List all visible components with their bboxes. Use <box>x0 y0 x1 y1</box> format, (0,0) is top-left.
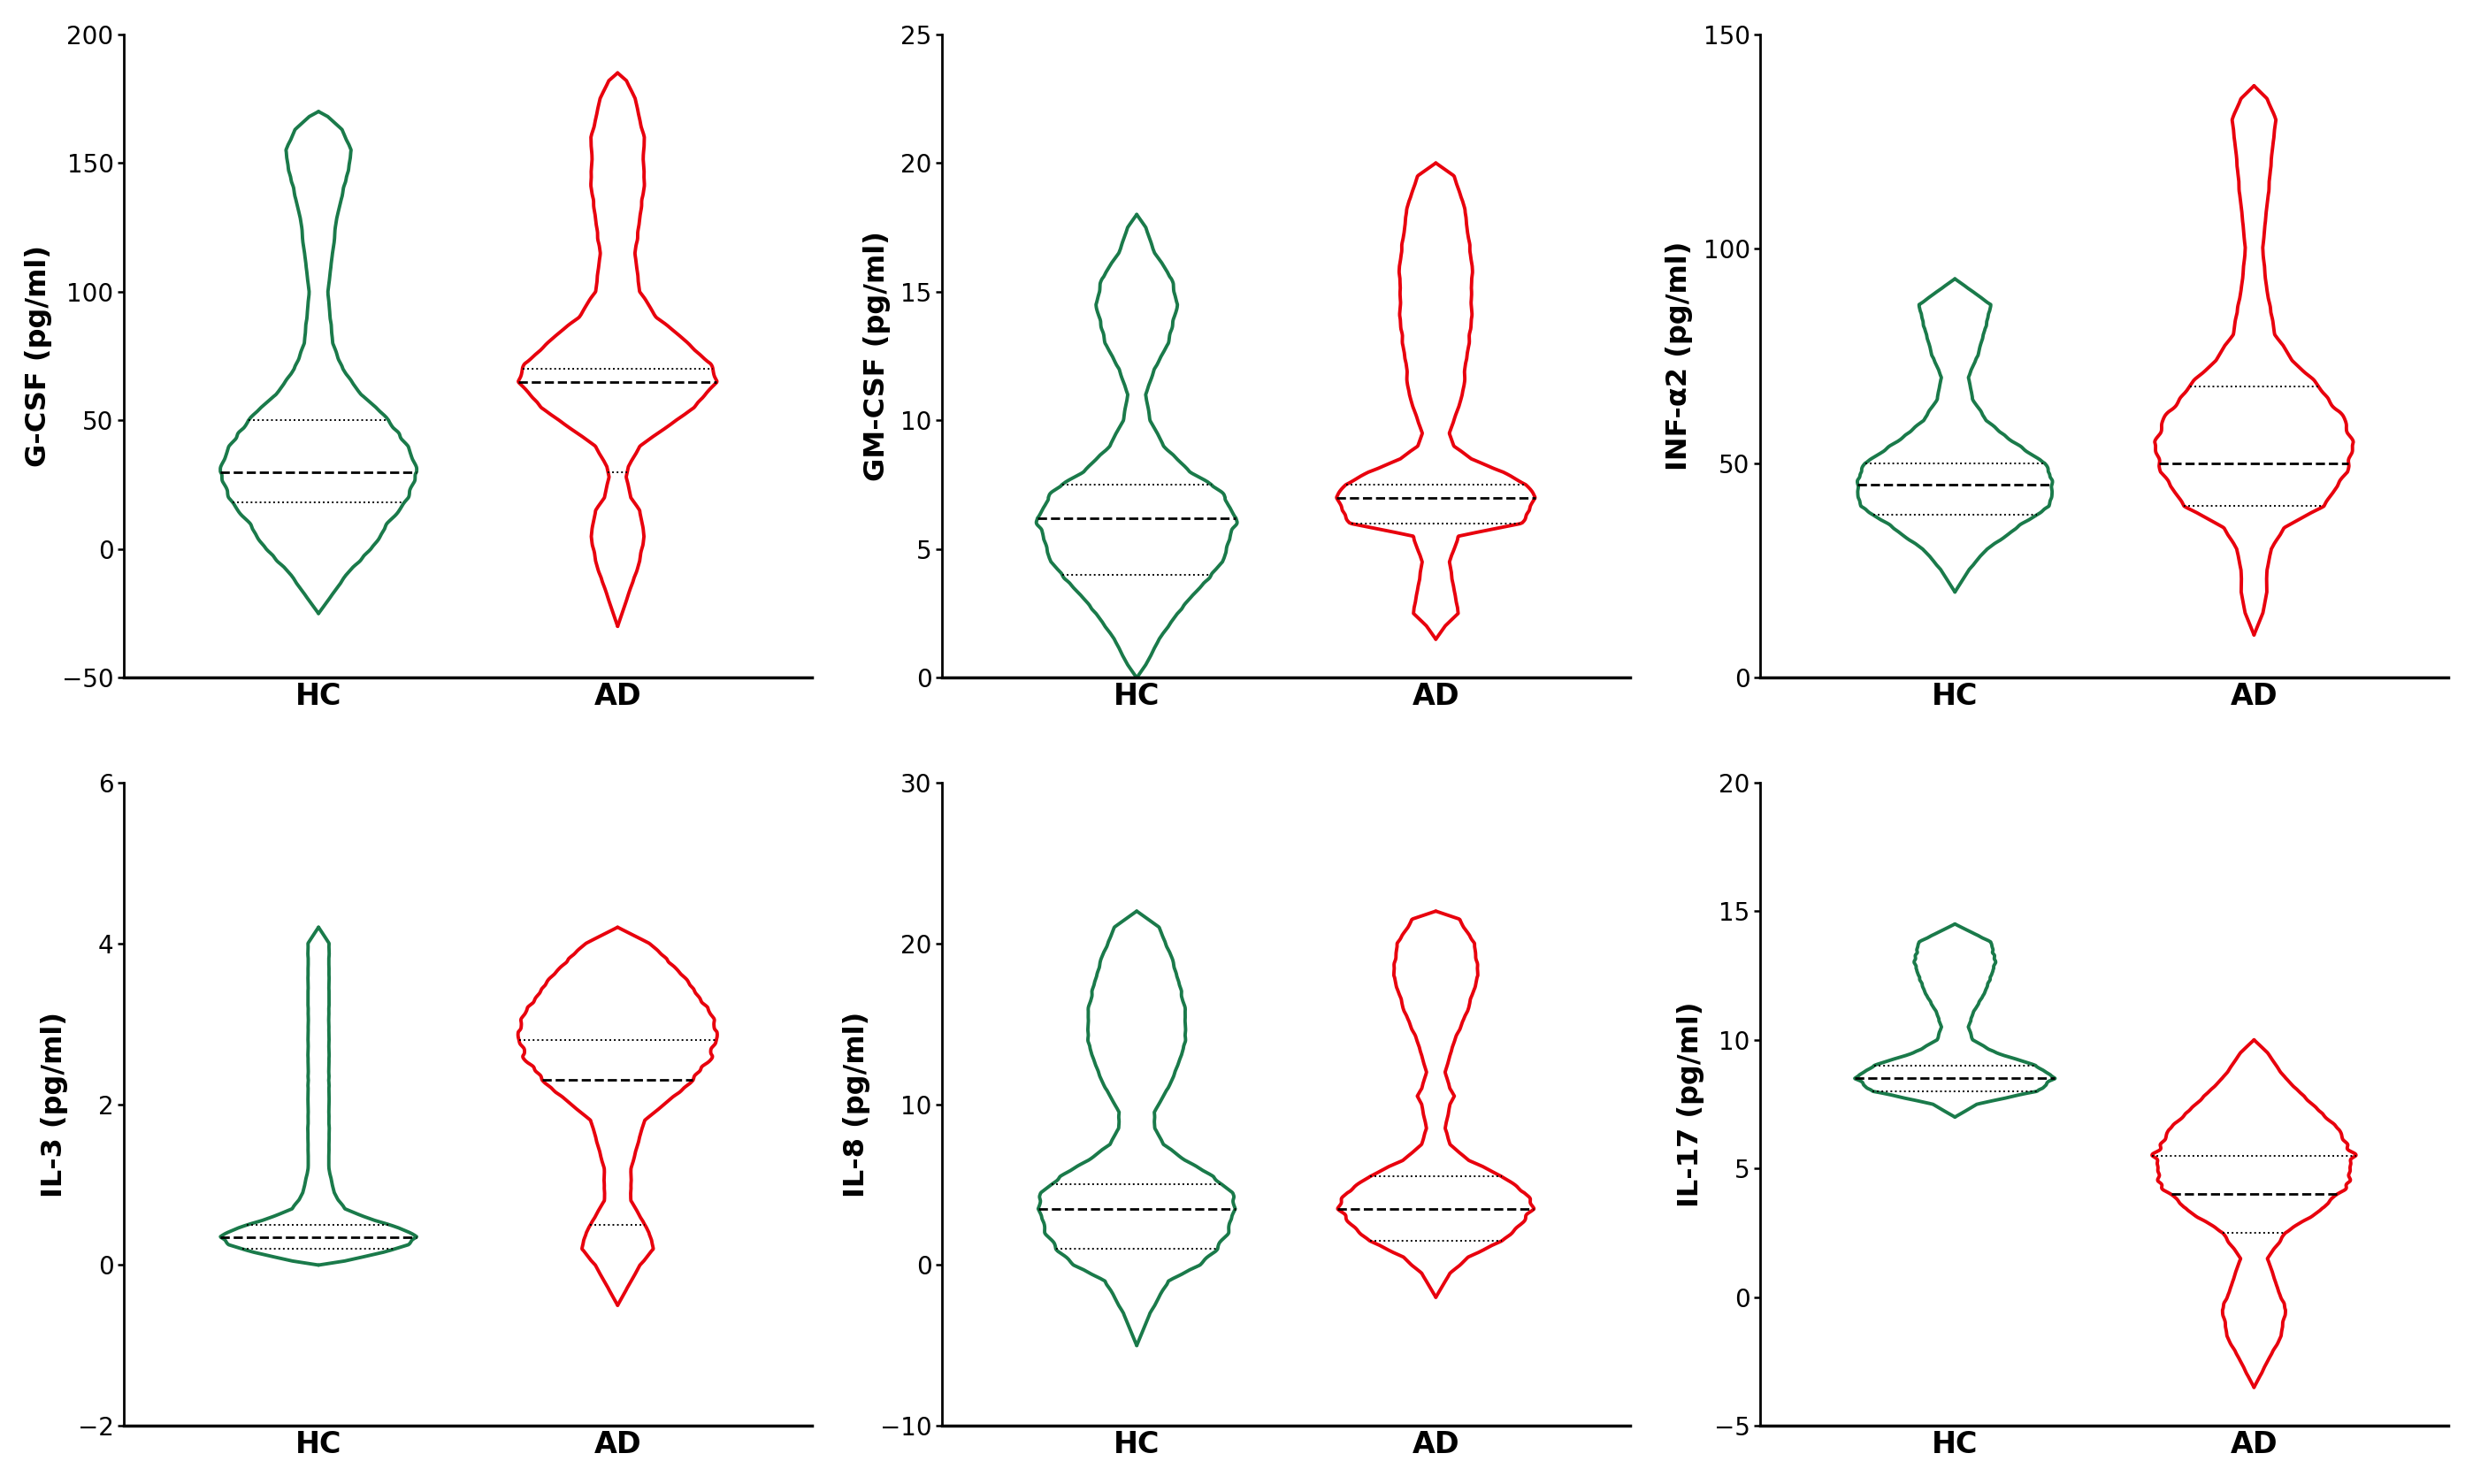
Y-axis label: G-CSF (pg/ml): G-CSF (pg/ml) <box>25 245 52 467</box>
Y-axis label: IL-3 (pg/ml): IL-3 (pg/ml) <box>40 1011 67 1198</box>
Y-axis label: GM-CSF (pg/ml): GM-CSF (pg/ml) <box>863 232 890 481</box>
Y-axis label: IL-8 (pg/ml): IL-8 (pg/ml) <box>843 1011 870 1198</box>
Y-axis label: INF-α2 (pg/ml): INF-α2 (pg/ml) <box>1667 242 1694 470</box>
Y-axis label: IL-17 (pg/ml): IL-17 (pg/ml) <box>1677 1002 1704 1206</box>
